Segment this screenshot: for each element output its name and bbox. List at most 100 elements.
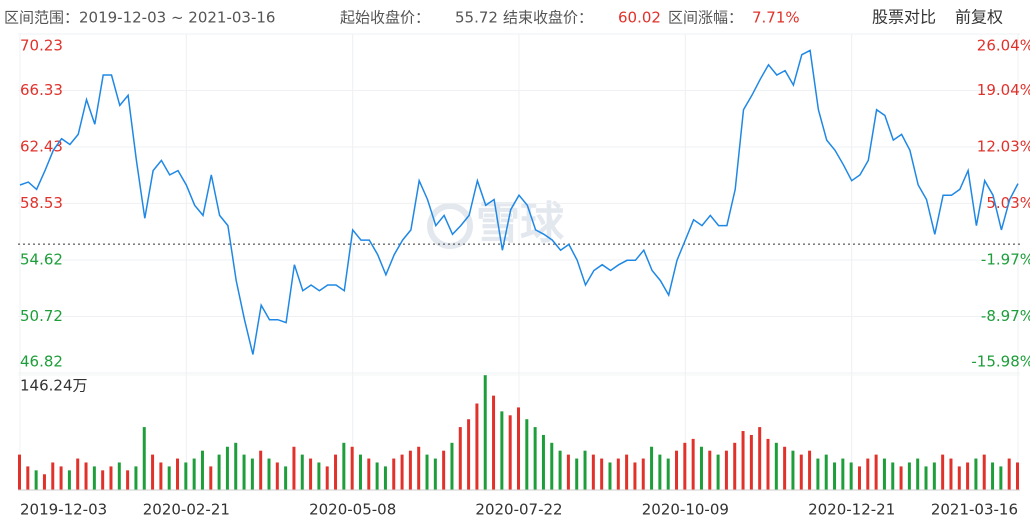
volume-bar [891,462,895,490]
volume-bar [941,454,945,490]
volume-bar [1016,462,1019,490]
volume-bar [991,462,995,490]
volume-bar [209,466,213,490]
volume-bar [957,466,961,490]
volume-bar [392,458,396,490]
volume-bar [724,450,728,490]
volume-bar [641,458,645,490]
compare-button[interactable]: 股票对比 [872,8,936,27]
volume-bar [483,375,487,490]
volume-bar [508,415,512,490]
x-tick-label: 2020-07-22 [475,501,562,519]
volume-bar [492,395,496,490]
volume-bar [824,454,828,490]
volume-bar [899,466,903,490]
x-tick-label: 2020-10-09 [642,501,729,519]
volume-bar [882,458,886,490]
y2-tick-label: -1.97% [981,250,1030,268]
volume-bar [259,450,263,490]
volume-bar [300,454,304,490]
volume-bar [92,466,96,490]
volume-bar [733,442,737,490]
volume-bar [866,458,870,490]
volume-bar [533,427,537,490]
volume-bar [650,446,654,490]
x-tick-label: 2019-12-03 [20,501,107,519]
volume-bar [774,442,778,490]
volume-bar [517,407,520,490]
volume-bar [716,454,720,490]
volume-bar [358,454,362,490]
volume-bar [966,462,970,490]
volume-bar [217,454,221,490]
end-label: 结束收盘价： [503,9,593,27]
volume-bar [525,419,529,490]
volume-bar [350,446,354,490]
y-tick-label: 70.23 [20,37,63,55]
volume-bar [916,458,920,490]
volume-bar [375,462,379,490]
change: 7.71% [752,9,800,27]
volume-bar [982,454,986,490]
volume-bar [309,458,313,490]
volume-bar [242,454,246,490]
volume-bar [500,411,504,490]
volume-bar [458,427,462,490]
volume-bar [126,470,130,490]
volume-bar [234,442,238,490]
volume-bar [874,454,878,490]
y-tick-label: 62.43 [20,137,63,155]
volume-bar [633,462,637,490]
range: 区间范围：2019-12-03 ~ 2021-03-16 [4,9,275,27]
watermark-logo [427,203,473,249]
volume-bar [608,462,612,490]
volume-bar [808,450,812,490]
volume-bar [932,462,936,490]
adjust-button[interactable]: 前复权 [955,8,1003,27]
x-tick-label: 2020-02-21 [143,501,230,519]
volume-bar [849,462,853,490]
volume-bar [841,458,845,490]
volume-bar [267,458,271,490]
volume-bar [200,450,204,490]
volume-bar [974,458,978,490]
volume-bar [151,454,155,490]
y-tick-label: 50.72 [20,307,63,325]
x-tick-label: 2020-05-08 [309,501,396,519]
volume-bar [400,454,404,490]
volume-bar [741,431,745,490]
volume-bar [275,462,279,490]
volume-bar [101,470,105,490]
volume-bar [833,462,837,490]
volume-bar [625,454,629,490]
volume-bar [924,466,928,490]
volume-bar [566,454,570,490]
price-line [19,49,1019,355]
change-label: 区间涨幅： [668,9,743,27]
volume-bar [600,458,604,490]
volume-bar [683,442,687,490]
volume-bar [433,458,437,490]
volume-bar [408,450,412,490]
volume-bar [250,458,254,490]
volume-bar [425,454,429,490]
volume-bar [816,458,820,490]
start-close: 55.72 [455,9,498,27]
volume-bar [42,474,46,490]
volume-bar [666,458,670,490]
volume-bar [616,458,620,490]
volume-bar [417,446,421,490]
volume-bar [26,466,30,490]
y2-tick-label: 12.03% [977,138,1030,156]
volume-bar [791,450,795,490]
x-tick-label: 2020-12-21 [808,501,895,519]
volume-bar [159,462,163,490]
volume-bar [758,427,762,490]
volume-bar [334,454,338,490]
volume-bar [176,458,180,490]
y2-tick-label: -15.98% [971,353,1030,371]
volume-bar [857,466,861,490]
volume-bar [367,458,371,490]
volume-bar [691,438,695,490]
volume-bar [51,462,55,490]
